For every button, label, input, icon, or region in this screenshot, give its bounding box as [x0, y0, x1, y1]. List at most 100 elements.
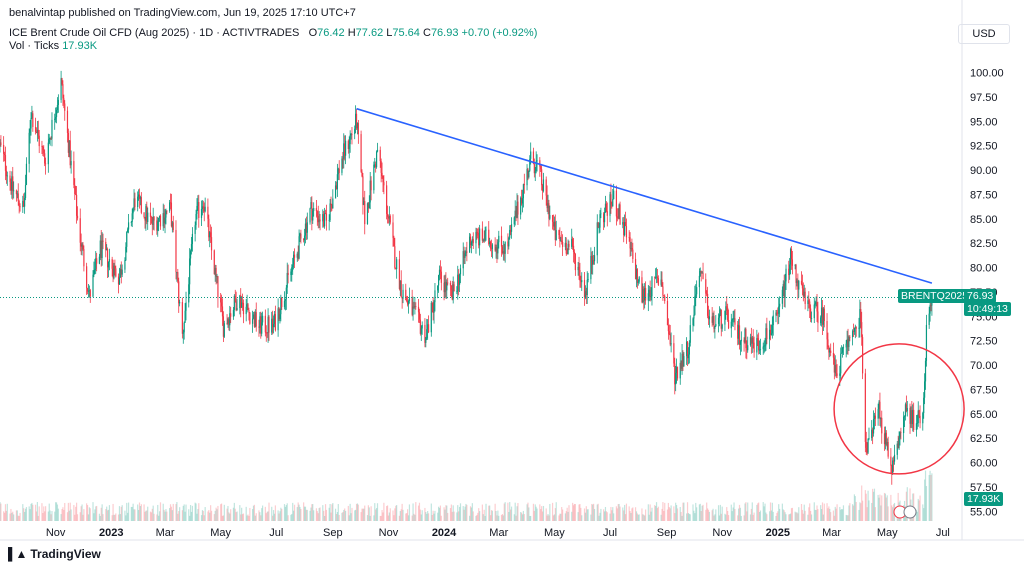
volume-bar [62, 507, 64, 521]
volume-bar [452, 505, 454, 521]
volume-bar [86, 503, 88, 521]
candle-body [182, 332, 184, 334]
volume-bar [449, 508, 452, 521]
candle-body [222, 316, 225, 337]
candle-body [462, 251, 464, 269]
candle-body [235, 301, 237, 311]
candle-body [111, 259, 113, 269]
volume-bar [310, 507, 312, 521]
volume-bar [483, 509, 485, 521]
candle-body [112, 268, 114, 278]
volume-bar [675, 505, 678, 521]
volume-bar [153, 513, 155, 521]
volume-bar [508, 511, 510, 521]
candle-body [220, 302, 223, 307]
candle-body [740, 339, 742, 342]
candle-body [707, 315, 710, 320]
candle-body [350, 133, 352, 136]
volume-bar [924, 479, 926, 521]
candle-body [189, 258, 191, 285]
volume-bar [94, 509, 96, 521]
volume-bar [43, 506, 45, 521]
candle-body [675, 366, 678, 374]
candle-body [886, 441, 888, 445]
candle-body [476, 231, 478, 233]
volume-bar [131, 506, 133, 521]
volume-bar [891, 505, 893, 521]
candle-body [587, 279, 589, 280]
y-tick-label: 100.00 [970, 68, 1004, 80]
candle-body [152, 216, 154, 225]
volume-bar [929, 470, 931, 521]
x-tick-label: Jul [603, 527, 617, 539]
candle-body [298, 236, 300, 259]
candle-body [312, 211, 314, 221]
volume-bar [688, 513, 690, 521]
volume-bar [662, 502, 664, 521]
volume-bar [171, 510, 173, 521]
volume-bar [297, 502, 299, 521]
candle-body [469, 236, 471, 253]
volume-bar [852, 505, 855, 521]
candle-body [328, 220, 330, 221]
volume-bar [686, 502, 689, 521]
volume-bar [833, 515, 835, 521]
volume-bar [296, 507, 298, 521]
candle-body [680, 362, 682, 369]
candle-body [903, 416, 905, 434]
volume-bar [515, 515, 517, 521]
candle-body [878, 401, 880, 410]
y-tick-label: 87.50 [970, 189, 998, 201]
volume-bar [696, 507, 698, 521]
volume-bar [785, 514, 787, 521]
volume-bar [707, 509, 710, 521]
volume-bar [775, 515, 777, 521]
volume-bar [700, 511, 702, 521]
volume-bar [126, 502, 128, 521]
volume-bar [37, 515, 39, 521]
candle-body [115, 268, 117, 277]
candle-body [598, 227, 600, 229]
candle-body [539, 160, 541, 167]
volume-bar [865, 493, 867, 521]
y-tick-label: 55.00 [970, 506, 998, 518]
candle-body [535, 161, 537, 172]
candle-body [784, 281, 786, 298]
candle-body [304, 223, 307, 236]
currency-button[interactable]: USD [958, 24, 1010, 44]
volume-bar [750, 508, 752, 521]
volume-bar [274, 505, 276, 521]
candle-body [200, 208, 203, 218]
volume-bar [335, 514, 338, 521]
volume-bar [182, 505, 184, 521]
candle-body [823, 308, 825, 322]
volume-bar [526, 504, 528, 521]
last-price-tag: 76.93 [964, 289, 997, 303]
candle-body [414, 306, 416, 308]
candle-body [849, 337, 851, 338]
volume-bar [807, 514, 809, 521]
candle-body [370, 180, 372, 191]
volume-bar [533, 510, 535, 521]
candle-body [470, 241, 473, 246]
volume-bar [323, 510, 325, 521]
volume-bar [344, 508, 346, 521]
volume-bar [191, 505, 193, 521]
volume-bar [915, 509, 918, 521]
volume-bar [147, 506, 149, 521]
volume-bar [458, 506, 461, 521]
volume-bar [655, 502, 658, 521]
tradingview-logo[interactable]: ▌▲ TradingView [8, 547, 101, 561]
volume-bar [661, 508, 663, 521]
candle-body [361, 171, 363, 177]
volume-bar [99, 515, 101, 521]
volume-bar [101, 504, 103, 521]
volume-bar [540, 509, 542, 521]
candle-body [603, 212, 606, 223]
candle-body [613, 190, 615, 200]
volume-bar [272, 515, 274, 521]
volume-bar [406, 513, 408, 521]
candle-body [851, 331, 854, 338]
candle-body [221, 306, 224, 317]
